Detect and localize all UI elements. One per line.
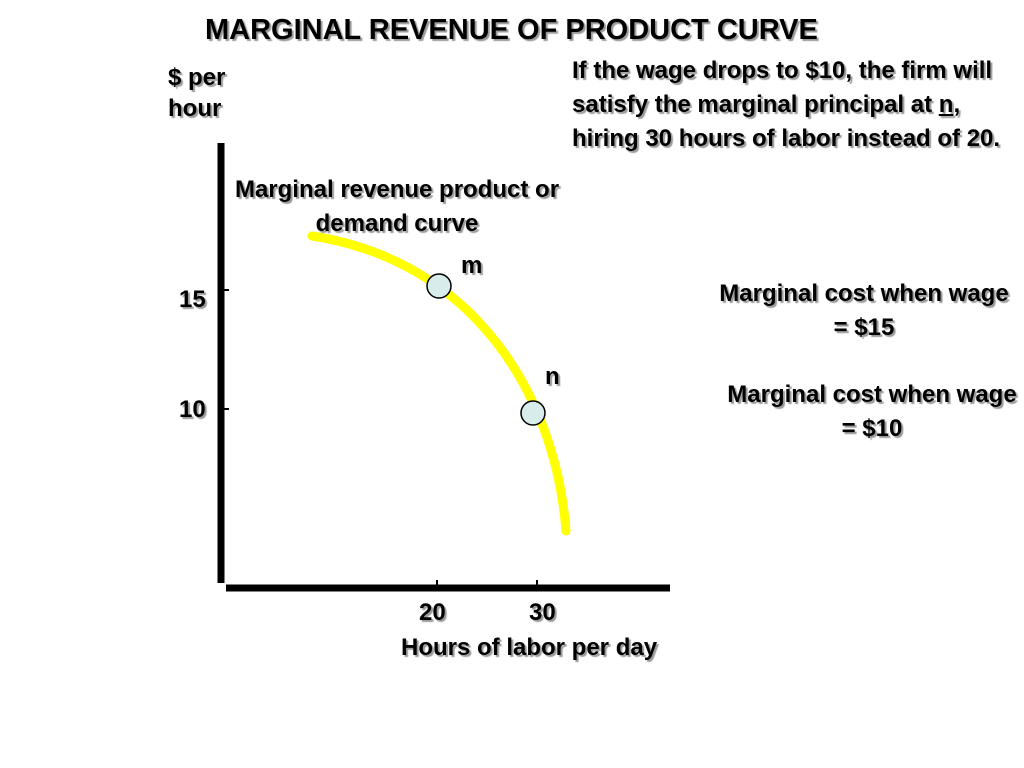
note-point-ref: n <box>938 91 954 118</box>
point-n-marker <box>520 400 546 426</box>
chart-title: MARGINAL REVENUE OF PRODUCT CURVE <box>205 14 818 46</box>
x-tick-label-30: 30 <box>529 599 556 626</box>
point-m-label: m <box>461 252 483 279</box>
y-tick-label-10: 10 <box>179 396 206 423</box>
x-axis-label: Hours of labor per day <box>401 634 658 661</box>
point-n-label: n <box>545 363 560 390</box>
y-axis-label: $ per hour <box>168 64 226 122</box>
point-m-marker <box>426 273 452 299</box>
note-text-after: , hiring 30 hours of labor instead of 20… <box>572 91 1001 152</box>
x-tick-label-20: 20 <box>419 599 446 626</box>
marginal-cost-15-label: Marginal cost when wage = $15 <box>719 280 1009 341</box>
curve-label: Marginal revenue product or demand curve <box>234 176 560 237</box>
marginal-cost-10-label: Marginal cost when wage = $10 <box>727 381 1017 442</box>
y-tick-label-15: 15 <box>179 286 206 313</box>
wage-drop-note: If the wage drops to $10, the firm will … <box>572 54 1022 156</box>
marginal-revenue-product-curve <box>307 231 571 536</box>
note-text-before: If the wage drops to $10, the firm will … <box>572 57 993 118</box>
